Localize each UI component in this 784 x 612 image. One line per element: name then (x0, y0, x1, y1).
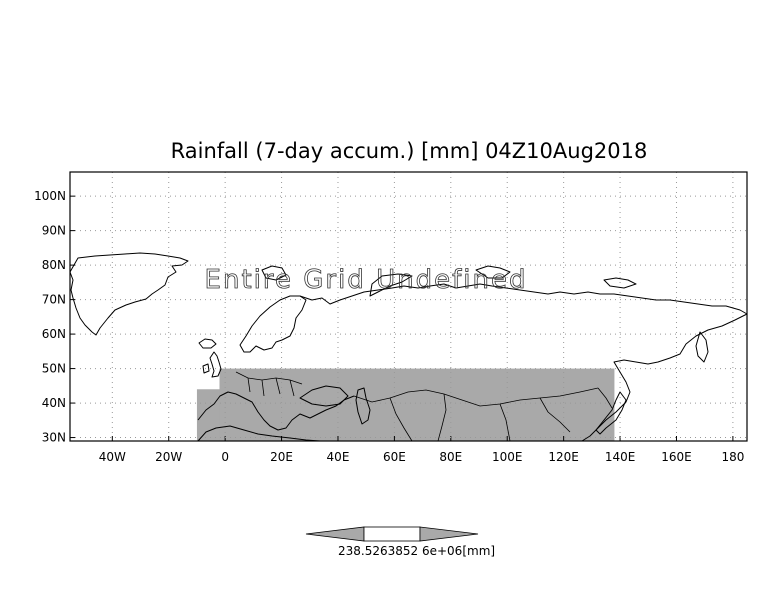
longitude-tick-label: 160E (661, 450, 692, 464)
coastline-new-siberian-islands (603, 277, 637, 289)
latitude-tick-label: 30N (42, 431, 66, 445)
border-line (597, 387, 613, 409)
coastline-svalbard (261, 265, 287, 281)
coastline-caspian-sea (355, 387, 371, 425)
longitude-tick-label: 20W (155, 450, 182, 464)
colorbar-label: 238.5263852 6e+06[mm] (338, 544, 495, 558)
shaded-band-main (219, 368, 615, 441)
map-title: Rainfall (7-day accum.) [mm] 04Z10Aug201… (171, 139, 648, 163)
entire-grid-undefined-message: Entire Grid Undefined (205, 265, 528, 295)
coastline-novaya-zemlya (369, 273, 413, 297)
coastline-british-isles (202, 351, 222, 378)
map-plot-area: 40W 20W 0 20E 40E 60E 80E 100E 120E 140E 160E 180 3… (34, 171, 748, 464)
country-borders (235, 371, 613, 442)
longitude-tick-label: 40E (327, 450, 350, 464)
longitude-tick-label: 0 (221, 450, 229, 464)
colorbar-middle-box (363, 526, 421, 542)
coastline-eurasia-north (299, 283, 748, 315)
shaded-band-iberia (196, 389, 220, 441)
coastline-japan (595, 391, 627, 435)
border-line (235, 371, 303, 397)
map-frame (69, 171, 748, 442)
coastline-black-sea (299, 385, 349, 407)
coastline-iceland (198, 338, 217, 349)
latitude-tick-label: 80N (42, 258, 66, 272)
latitude-tick-labels: 30N 40N 50N 60N 70N 80N 90N 100N (34, 189, 66, 444)
coastline-kamchatka (695, 331, 709, 363)
coastlines (69, 252, 748, 442)
colorbar: 238.5263852 6e+06[mm] (305, 526, 495, 558)
graticule (70, 172, 747, 441)
border-line (353, 387, 599, 407)
coastline-north-africa (197, 425, 321, 442)
coastline-greenland (69, 252, 189, 336)
coastline-scandinavia (239, 295, 307, 353)
latitude-tick-label: 50N (42, 362, 66, 376)
longitude-tick-label: 180 (721, 450, 744, 464)
coastline-southern-europe (197, 391, 355, 431)
longitude-tick-label: 140E (605, 450, 636, 464)
longitude-tick-label: 60E (383, 450, 406, 464)
colorbar-left-triangle (305, 526, 365, 542)
longitude-tick-label: 40W (99, 450, 126, 464)
latitude-tick-label: 40N (42, 396, 66, 410)
latitude-tick-label: 90N (42, 224, 66, 238)
latitude-tick-label: 60N (42, 327, 66, 341)
coastline-severnaya-zemlya (475, 265, 511, 279)
longitude-tick-label: 20E (270, 450, 293, 464)
latitude-tick-label: 70N (42, 293, 66, 307)
longitude-tick-label: 100E (492, 450, 523, 464)
shaded-data-region (196, 368, 615, 441)
latitude-tick-label: 100N (34, 189, 66, 203)
colorbar-right-triangle (419, 526, 479, 542)
coastline-far-east (581, 313, 748, 442)
border-line (389, 393, 571, 442)
longitude-tick-labels: 40W 20W 0 20E 40E 60E 80E 100E 120E 140E 160E 180 (99, 450, 745, 464)
longitude-tick-label: 120E (548, 450, 579, 464)
longitude-tick-label: 80E (439, 450, 462, 464)
